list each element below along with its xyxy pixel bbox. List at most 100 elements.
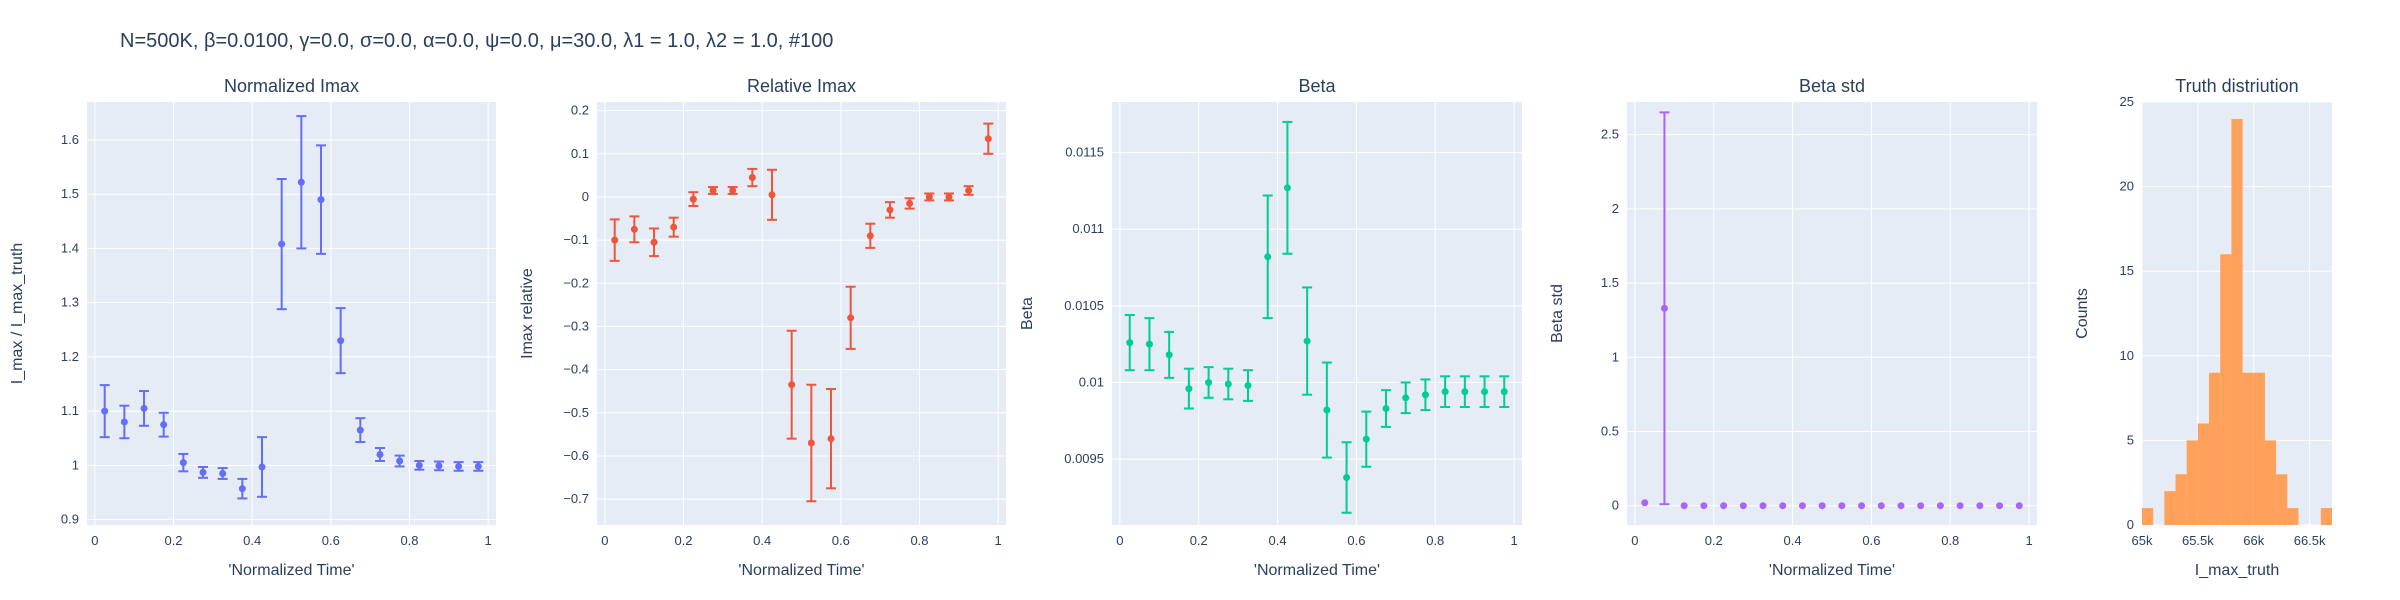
histogram-bar — [2242, 372, 2254, 525]
subplot-2: 0 0.2 0.4 0.6 0.8 1 −0.7 −0.6 −0.5 −0.4 −0.3 −0.2 −0… — [519, 76, 1006, 579]
y-tick-label: 1.2 — [61, 349, 79, 364]
y-tick-label: −0.4 — [563, 362, 589, 377]
y-tick-label: 1.1 — [61, 403, 79, 418]
y-tick-label: 0.0115 — [1065, 145, 1104, 160]
data-point — [435, 462, 443, 470]
y-tick-label: 1.5 — [61, 186, 79, 201]
histogram-bar — [2164, 491, 2176, 525]
y-axis-label: Imax relative — [519, 268, 536, 359]
y-tick-label: 0.0095 — [1064, 451, 1104, 466]
data-point — [278, 240, 286, 248]
y-axis-label: I_max / I_max_truth — [9, 243, 26, 384]
y-axis-label: Counts — [2074, 288, 2091, 339]
data-point — [238, 485, 246, 493]
data-point — [807, 439, 815, 447]
x-tick-label: 1 — [1510, 533, 1517, 548]
data-point — [847, 314, 855, 322]
y-tick-label: −0.2 — [563, 275, 589, 290]
data-point — [140, 404, 148, 412]
subplot-1: 0 0.2 0.4 0.6 0.8 1 0.9 1 1.1 1.2 1.3 1.4 1.5 1.6 Norm… — [9, 76, 496, 579]
data-point — [1660, 304, 1668, 312]
data-point — [827, 435, 835, 443]
data-point — [1126, 339, 1134, 347]
data-point — [1461, 388, 1469, 396]
data-point — [1700, 502, 1708, 510]
data-point — [1720, 502, 1728, 510]
data-point — [1165, 351, 1173, 359]
y-tick-label: 2.5 — [1601, 127, 1619, 142]
histogram-bar — [2253, 372, 2265, 525]
x-tick-label: 66.5k — [2294, 533, 2326, 548]
y-tick-label: 10 — [2120, 348, 2134, 363]
y-tick-label: 0 — [582, 189, 589, 204]
y-tick-label: 1.3 — [61, 295, 79, 310]
histogram-bar — [2320, 508, 2332, 525]
data-point — [455, 462, 463, 470]
data-point — [768, 191, 776, 199]
x-tick-label: 0.2 — [164, 533, 182, 548]
y-tick-label: 15 — [2120, 263, 2134, 278]
data-point — [1481, 388, 1489, 396]
data-point — [670, 223, 678, 231]
data-point — [611, 236, 619, 244]
data-point — [297, 178, 305, 186]
x-tick-label: 0.6 — [1347, 533, 1365, 548]
plot-area — [87, 102, 496, 525]
plot-area — [1112, 102, 1522, 525]
y-tick-label: 0.9 — [61, 512, 79, 527]
subplot-title: Beta — [1298, 76, 1336, 96]
data-point — [866, 232, 874, 240]
data-point — [258, 463, 266, 471]
x-axis-label: I_max_truth — [2195, 562, 2279, 579]
data-point — [1283, 184, 1291, 192]
histogram-bar — [2276, 474, 2288, 525]
histogram-bar — [2231, 118, 2243, 526]
data-point — [1145, 340, 1153, 348]
subplot-title: Relative Imax — [747, 76, 856, 96]
data-point — [337, 337, 345, 345]
y-tick-label: −0.6 — [563, 448, 589, 463]
data-point — [219, 469, 227, 477]
data-point — [101, 407, 109, 415]
y-tick-label: 1 — [72, 457, 79, 472]
y-tick-label: 1.6 — [61, 132, 79, 147]
y-tick-label: 0.011 — [1072, 221, 1104, 236]
x-tick-label: 1 — [485, 533, 492, 548]
data-point — [415, 461, 423, 469]
x-tick-label: 0.6 — [322, 533, 340, 548]
data-point — [120, 418, 128, 426]
data-point — [1897, 502, 1905, 510]
x-tick-label: 66k — [2243, 533, 2264, 548]
subplot-title: Beta std — [1799, 76, 1865, 96]
x-tick-label: 0.4 — [753, 533, 771, 548]
data-point — [1858, 502, 1866, 510]
data-point — [474, 462, 482, 470]
data-point — [356, 426, 364, 434]
histogram-bar — [2175, 474, 2187, 525]
data-point — [1759, 502, 1767, 510]
data-point — [317, 196, 325, 204]
data-point — [1244, 382, 1252, 390]
data-point — [1500, 388, 1508, 396]
data-point — [906, 199, 914, 207]
figure-title: N=500K, β=0.0100, γ=0.0, σ=0.0, α=0.0, ψ… — [120, 30, 834, 52]
data-point — [650, 238, 658, 246]
data-point — [1877, 502, 1885, 510]
plot-area — [597, 102, 1006, 525]
histogram-bar — [2142, 508, 2154, 525]
y-tick-label: 0 — [1612, 498, 1619, 513]
data-point — [1917, 502, 1925, 510]
data-point — [1421, 391, 1429, 399]
data-point — [1996, 502, 2004, 510]
data-point — [689, 195, 697, 203]
y-tick-label: 0.0105 — [1064, 298, 1104, 313]
y-tick-label: 1.4 — [61, 240, 79, 255]
y-tick-label: 20 — [2120, 179, 2134, 194]
x-tick-label: 65k — [2132, 533, 2153, 548]
y-tick-label: 0.5 — [1601, 423, 1619, 438]
x-tick-label: 0 — [1116, 533, 1123, 548]
y-tick-label: 1 — [1612, 349, 1619, 364]
data-point — [1264, 253, 1272, 261]
x-tick-label: 0.4 — [243, 533, 261, 548]
